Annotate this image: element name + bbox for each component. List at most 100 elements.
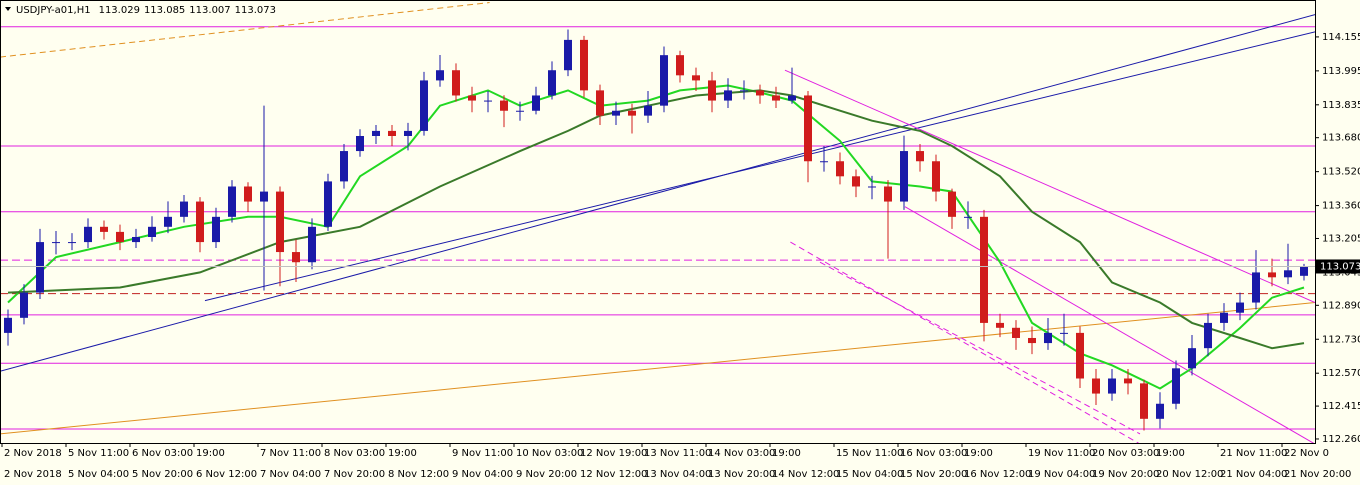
x-tick-label: 19 Nov 04:00 [1028, 469, 1095, 480]
x-tick-label: 6 Nov 03:00 [132, 448, 193, 459]
x-tick-label: 16 Nov 03:00 [900, 448, 967, 459]
x-tick-label: 2 Nov 2018 [4, 448, 62, 459]
candle-body [276, 191, 284, 253]
trend-line [819, 261, 1141, 435]
candle-body [1188, 348, 1196, 369]
candle-body [932, 161, 940, 192]
header: USDJPY-a01,H1 113.029 113.085 113.007 113.07… [16, 5, 276, 16]
candle-body [116, 231, 124, 243]
x-tick-label: 15 Nov 20:00 [900, 469, 967, 480]
candle-body [420, 80, 428, 131]
candle-body [308, 226, 316, 263]
candle-body [1172, 368, 1180, 404]
candle-body [468, 95, 476, 101]
candle-body [836, 161, 844, 177]
candle-body [1060, 332, 1068, 334]
candle-body [1204, 322, 1212, 349]
plot-border [0, 0, 1316, 444]
x-tick-label: 19:00 [964, 448, 993, 459]
x-tick-label: 15 Nov 11:00 [836, 448, 903, 459]
symbol: USDJPY-a01,H1 [16, 5, 91, 16]
candle-body [740, 90, 748, 92]
candle-body [708, 80, 716, 101]
candle-body [372, 130, 380, 136]
candle-body [516, 110, 524, 112]
y-tick-label: 112.570 [1322, 368, 1360, 379]
trend-line [0, 2, 490, 58]
candle-body [900, 151, 908, 202]
candle-body [132, 236, 140, 243]
x-tick-label: 20 Nov 12:00 [1156, 469, 1223, 480]
candle-body [260, 191, 268, 202]
candle-body [484, 100, 492, 102]
candle-body [916, 151, 924, 162]
x-tick-label: 13 Nov 20:00 [708, 469, 775, 480]
x-tick-label: 12 Nov 19:00 [580, 448, 647, 459]
x-tick-label: 13 Nov 11:00 [644, 448, 711, 459]
candle-body [36, 242, 44, 293]
candle-body [196, 201, 204, 243]
candle-body [612, 110, 620, 116]
x-tick-label: 7 Nov 20:00 [324, 469, 385, 480]
trend-line [784, 69, 1315, 304]
trend-line [204, 31, 1315, 302]
candle-body [436, 70, 444, 81]
candle-body [660, 55, 668, 106]
x-tick-label: 9 Nov 11:00 [452, 448, 513, 459]
candle-body [52, 242, 60, 244]
candle-body [84, 226, 92, 243]
candle-body [1140, 383, 1148, 419]
candle-body [68, 242, 76, 244]
x-tick-label: 10 Nov 03:00 [516, 448, 583, 459]
y-tick-label: 112.415 [1322, 401, 1360, 412]
candle-body [1236, 302, 1244, 313]
x-tick-label: 21 Nov 11:00 [1220, 448, 1287, 459]
candle-body [356, 135, 364, 152]
candle-body [340, 151, 348, 182]
candle-body [244, 186, 252, 202]
candle-body [164, 216, 172, 227]
candle-body [644, 105, 652, 116]
menu-arrow[interactable] [5, 7, 11, 11]
candle-body [388, 130, 396, 136]
candle-body [148, 226, 156, 237]
x-tick-label: 9 Nov 04:00 [452, 469, 513, 480]
candle-body [228, 186, 236, 217]
candle-body [948, 191, 956, 217]
header-high: 113.085 [144, 5, 185, 16]
trend-line [0, 302, 1315, 435]
candle-body [1028, 337, 1036, 344]
x-tick-label: 5 Nov 11:00 [68, 448, 129, 459]
candle-body [324, 181, 332, 227]
candle-body [1092, 378, 1100, 394]
price-tag [1316, 259, 1360, 274]
candle-body [1268, 272, 1276, 278]
trend-line [0, 14, 1315, 372]
candle-body [676, 55, 684, 76]
candle-body [100, 226, 108, 232]
x-tick-label: 2 Nov 2018 [4, 469, 62, 480]
x-tick-label: 16 Nov 12:00 [964, 469, 1031, 480]
candle-body [180, 201, 188, 217]
candle-body [884, 186, 892, 202]
candle-body [788, 95, 796, 101]
candle-body [996, 322, 1004, 328]
candle-body [1300, 266, 1308, 276]
candle-body [980, 216, 988, 323]
candle-body [628, 110, 636, 116]
candle-body [1220, 312, 1228, 323]
x-tick-label: 9 Nov 20:00 [516, 469, 577, 480]
x-tick-label: 19:00 [388, 448, 417, 459]
x-tick-label: 21 Nov 20:00 [1284, 469, 1351, 480]
y-tick-label: 112.890 [1322, 300, 1360, 311]
candle-body [804, 95, 812, 162]
trend-line [790, 241, 1140, 443]
candle-body [564, 39, 572, 71]
x-tick-label: 6 Nov 12:00 [196, 469, 257, 480]
candle-body [820, 161, 828, 163]
x-tick-label: 5 Nov 04:00 [68, 469, 129, 480]
x-tick-label: 14 Nov 03:00 [708, 448, 775, 459]
candle-body [404, 130, 412, 136]
y-tick-label: 113.360 [1322, 201, 1360, 212]
